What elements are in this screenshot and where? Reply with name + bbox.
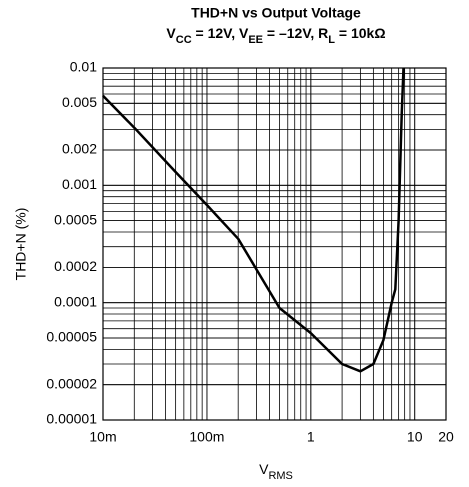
y-tick-label: 0.0002 [54,258,97,274]
y-tick-label: 0.00005 [46,329,97,345]
plot-frame [102,67,447,421]
y-tick-label: 0.002 [62,141,97,157]
x-tick-label: 1 [307,429,315,445]
subscript: CC [176,34,192,46]
y-tick-label: 0.00001 [46,411,97,427]
subscript: L [328,34,335,46]
text-part: V [166,25,176,41]
text-part: V [259,461,269,477]
text-part: = 10kΩ [335,25,386,41]
x-tick-label: 20 [438,429,454,445]
x-tick-label: 10 [407,429,423,445]
y-axis-label: THD+N (%) [13,208,29,281]
y-tick-label: 0.005 [62,94,97,110]
data-line [102,67,405,373]
y-tick-label: 0.00002 [46,375,97,391]
subscript: EE [248,34,263,46]
y-tick-label: 0.01 [70,59,97,75]
y-tick-label: 0.0005 [54,211,97,227]
subscript: RMS [268,470,292,482]
text-part: = –12V, R [263,25,328,41]
y-tick-label: 0.0001 [54,293,97,309]
chart-subtitle: VCC = 12V, VEE = –12V, RL = 10kΩ [166,25,385,46]
x-axis-label: VRMS [259,461,293,482]
y-tick-label: 0.001 [62,176,97,192]
chart-title: THD+N vs Output Voltage [191,5,361,21]
text-part: = 12V, V [192,25,249,41]
x-tick-label: 100m [189,429,224,445]
x-tick-label: 10m [89,429,116,445]
